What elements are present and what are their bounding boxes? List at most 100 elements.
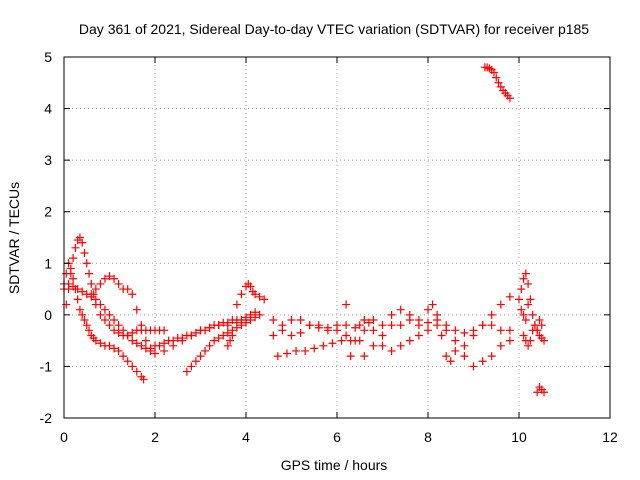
- data-point: [69, 274, 78, 283]
- x-axis-label: GPS time / hours: [281, 457, 388, 473]
- data-point: [96, 300, 105, 309]
- data-point: [515, 295, 523, 304]
- data-point: [228, 331, 237, 340]
- data-point: [346, 336, 355, 345]
- data-point: [405, 316, 414, 325]
- data-point: [360, 326, 369, 335]
- data-point: [232, 300, 241, 309]
- data-point: [64, 279, 73, 288]
- data-point: [123, 331, 132, 340]
- data-point: [296, 316, 305, 325]
- data-point: [223, 321, 232, 330]
- data-point: [342, 331, 351, 340]
- data-point: [296, 328, 305, 337]
- data-point: [100, 274, 109, 283]
- data-point: [223, 341, 232, 350]
- data-point: [182, 367, 191, 376]
- data-point: [114, 279, 123, 288]
- data-point: [351, 323, 360, 332]
- x-tick-label: 0: [60, 429, 68, 445]
- data-point: [540, 336, 549, 345]
- data-point: [424, 318, 432, 327]
- data-point: [437, 331, 446, 340]
- data-point: [537, 321, 546, 330]
- series-c: [60, 279, 260, 353]
- data-point: [82, 321, 91, 330]
- data-point: [123, 357, 132, 366]
- data-point: [187, 331, 196, 340]
- data-point: [487, 352, 496, 361]
- data-point: [141, 336, 150, 345]
- data-point: [132, 367, 141, 376]
- data-point: [378, 321, 387, 330]
- data-point: [66, 269, 75, 278]
- y-tick-label: 0: [44, 307, 52, 323]
- data-point: [496, 300, 505, 309]
- data-point: [396, 321, 405, 330]
- y-axis-label: SDTVAR / TECUs: [6, 182, 22, 294]
- data-point: [160, 326, 169, 335]
- x-tick-label: 4: [242, 429, 250, 445]
- data-point: [255, 292, 264, 301]
- data-point: [87, 290, 96, 299]
- data-point: [517, 305, 526, 314]
- data-point: [396, 341, 405, 350]
- y-tick-label: 1: [44, 255, 52, 271]
- data-point: [85, 326, 94, 335]
- data-point: [178, 336, 187, 345]
- data-point: [191, 328, 200, 337]
- data-point: [494, 78, 503, 87]
- data-point: [355, 321, 364, 330]
- data-point: [132, 339, 141, 348]
- data-point: [237, 321, 246, 330]
- data-point: [460, 352, 469, 361]
- data-point: [226, 336, 235, 345]
- axis-ticks: [63, 56, 611, 419]
- data-point: [442, 352, 451, 361]
- data-point: [292, 346, 301, 355]
- y-tick-label: 3: [44, 152, 52, 168]
- data-point: [310, 344, 319, 353]
- data-point: [505, 326, 514, 335]
- grid-lines: [64, 57, 610, 418]
- data-point: [78, 310, 87, 319]
- data-point: [110, 316, 119, 325]
- series-i: [480, 63, 514, 103]
- data-point: [75, 233, 84, 242]
- y-tick-label: 2: [44, 204, 52, 220]
- data-point: [251, 290, 260, 299]
- data-point: [78, 287, 87, 296]
- data-point: [119, 352, 128, 361]
- data-point: [505, 336, 514, 345]
- data-point: [96, 279, 105, 288]
- series-h: [342, 292, 514, 371]
- series-j: [515, 269, 549, 397]
- data-points: [60, 63, 549, 397]
- data-point: [519, 274, 528, 283]
- data-point: [100, 316, 109, 325]
- data-point: [519, 310, 528, 319]
- data-point: [151, 349, 159, 358]
- chart-title: Day 361 of 2021, Sidereal Day-to-day VTE…: [79, 21, 589, 37]
- data-point: [414, 321, 423, 330]
- data-point: [505, 94, 514, 103]
- data-point: [191, 357, 200, 366]
- data-point: [519, 331, 528, 340]
- data-point: [282, 349, 291, 358]
- data-point: [428, 300, 437, 309]
- data-point: [237, 290, 246, 299]
- data-point: [205, 341, 214, 350]
- data-point: [139, 375, 148, 384]
- data-point: [287, 316, 296, 325]
- data-point: [342, 300, 351, 309]
- data-point: [73, 295, 82, 304]
- data-point: [114, 346, 123, 355]
- x-tick-label: 12: [602, 429, 618, 445]
- data-point: [319, 341, 328, 350]
- data-point: [110, 344, 119, 353]
- data-point: [75, 305, 84, 314]
- data-point: [269, 331, 278, 340]
- data-point: [71, 243, 80, 252]
- data-point: [105, 310, 114, 319]
